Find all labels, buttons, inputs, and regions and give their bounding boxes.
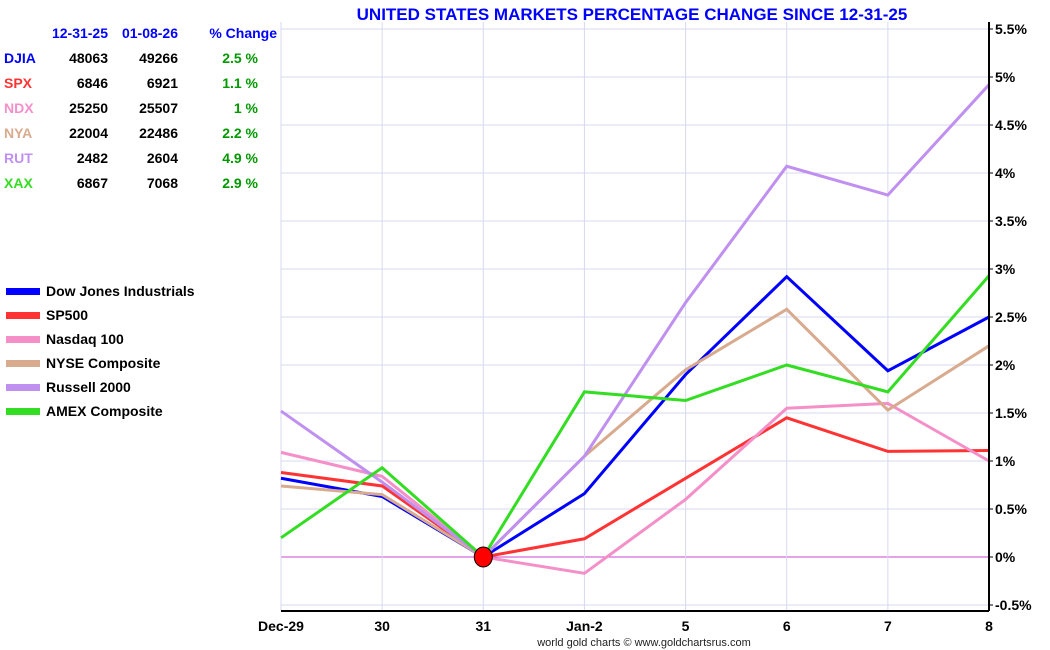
x-tick-label: 6	[783, 618, 791, 634]
y-tick-label: 0.5%	[995, 501, 1027, 517]
row-end-value: 6921	[146, 75, 178, 91]
x-tick-label: 5	[682, 618, 690, 634]
y-tick-label: 0%	[995, 549, 1016, 565]
legend-item: SP500	[6, 303, 195, 327]
row-symbol: SPX	[4, 75, 33, 91]
legend-item: Russell 2000	[6, 375, 195, 399]
x-tick-label: Dec-29	[258, 618, 304, 634]
row-start-value: 48063	[69, 50, 108, 66]
table-header: 01-08-26	[121, 25, 178, 41]
legend-item: NYSE Composite	[6, 351, 195, 375]
legend-label: Russell 2000	[46, 379, 131, 395]
series-line-amex-composite	[280, 274, 991, 560]
row-end-value: 7068	[146, 175, 178, 191]
row-percent-change: 1 %	[233, 100, 258, 116]
x-tick-label: 31	[475, 618, 491, 634]
baseline-marker	[473, 546, 493, 568]
legend-swatch	[6, 335, 40, 343]
row-start-value: 6867	[76, 175, 108, 191]
legend-swatch	[6, 407, 40, 415]
legend-item: Dow Jones Industrials	[6, 279, 195, 303]
y-tick-label: 3.5%	[995, 213, 1027, 229]
row-symbol: DJIA	[4, 50, 36, 66]
y-tick-label: 1.5%	[995, 405, 1027, 421]
table-header: % Change	[209, 25, 277, 41]
row-percent-change: 2.5 %	[222, 50, 258, 66]
x-tick-label: 7	[884, 618, 892, 634]
row-percent-change: 4.9 %	[222, 150, 258, 166]
y-tick-label: 2%	[995, 357, 1016, 373]
legend-swatch	[6, 383, 40, 391]
legend-label: NYSE Composite	[46, 355, 161, 371]
series-line-nasdaq-100	[280, 401, 990, 575]
row-percent-change: 2.2 %	[222, 125, 258, 141]
series-line-nyse-composite	[280, 307, 990, 559]
row-start-value: 6846	[76, 75, 108, 91]
legend: Dow Jones Industrials SP500 Nasdaq 100 NYSE…	[6, 279, 195, 423]
row-start-value: 22004	[69, 125, 108, 141]
y-tick-label: -0.5%	[995, 597, 1032, 613]
legend-label: SP500	[46, 307, 89, 323]
row-symbol: RUT	[4, 150, 33, 166]
legend-swatch	[6, 311, 40, 319]
legend-label: Dow Jones Industrials	[46, 283, 195, 299]
series-line-dow-jones-industrials	[280, 274, 990, 559]
row-end-value: 22486	[139, 125, 178, 141]
y-tick-label: 3%	[995, 261, 1016, 277]
row-start-value: 25250	[69, 100, 108, 116]
legend-label: AMEX Composite	[46, 403, 163, 419]
row-end-value: 49266	[139, 50, 178, 66]
y-tick-label: 1%	[995, 453, 1016, 469]
row-percent-change: 1.1 %	[222, 75, 258, 91]
chart-title: UNITED STATES MARKETS PERCENTAGE CHANGE …	[357, 5, 908, 24]
y-tick-label: 4.5%	[995, 117, 1027, 133]
row-start-value: 2482	[76, 150, 108, 166]
row-percent-change: 2.9 %	[222, 175, 258, 191]
legend-swatch	[6, 287, 40, 295]
legend-swatch	[6, 359, 40, 367]
x-tick-label: 30	[374, 618, 390, 634]
x-tick-label: Jan-2	[566, 618, 603, 634]
y-tick-label: 4%	[995, 165, 1016, 181]
legend-label: Nasdaq 100	[46, 331, 124, 347]
row-symbol: NDX	[4, 100, 34, 116]
row-symbol: NYA	[4, 125, 33, 141]
credit: world gold charts © www.goldchartsrus.co…	[536, 637, 751, 649]
row-end-value: 2604	[146, 150, 178, 166]
y-tick-label: 2.5%	[995, 309, 1027, 325]
row-end-value: 25507	[139, 100, 178, 116]
series-line-sp500	[280, 416, 990, 559]
x-tick-label: 8	[985, 618, 993, 634]
legend-item: Nasdaq 100	[6, 327, 195, 351]
legend-item: AMEX Composite	[6, 399, 195, 423]
y-tick-label: 5.5%	[995, 21, 1027, 37]
y-tick-label: 5%	[995, 69, 1016, 85]
row-symbol: XAX	[4, 175, 33, 191]
table-header: 12-31-25	[51, 25, 108, 41]
series-line-russell-2000	[280, 83, 991, 559]
